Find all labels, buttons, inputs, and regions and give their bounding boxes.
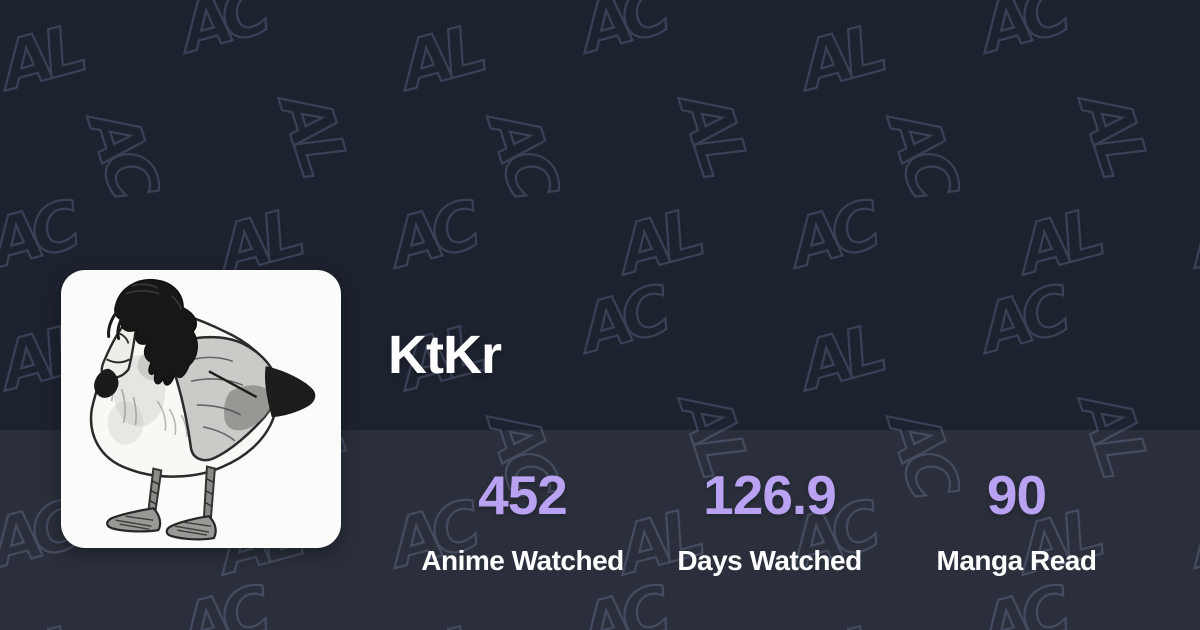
bird-illustration <box>89 278 316 541</box>
avatar <box>61 270 341 548</box>
stat-days-watched: 126.9 Days Watched <box>646 468 893 598</box>
stat-manga-read: 90 Manga Read <box>893 468 1140 598</box>
stat-label: Anime Watched <box>421 545 624 576</box>
stat-label: Manga Read <box>936 545 1097 576</box>
stat-value: 90 <box>986 464 1047 526</box>
bird-wing <box>163 335 278 462</box>
stats-row: 452 Anime Watched 126.9 Days Watched 90 … <box>399 468 1140 598</box>
stat-anime-watched: 452 Anime Watched <box>399 468 646 598</box>
stat-label: Days Watched <box>677 545 862 576</box>
bird-hair <box>107 278 198 386</box>
bird-tail <box>265 366 316 417</box>
username: KtKr <box>388 325 502 385</box>
bird-feet <box>106 507 217 541</box>
stat-value: 452 <box>478 464 568 526</box>
stat-value: 126.9 <box>703 464 837 526</box>
